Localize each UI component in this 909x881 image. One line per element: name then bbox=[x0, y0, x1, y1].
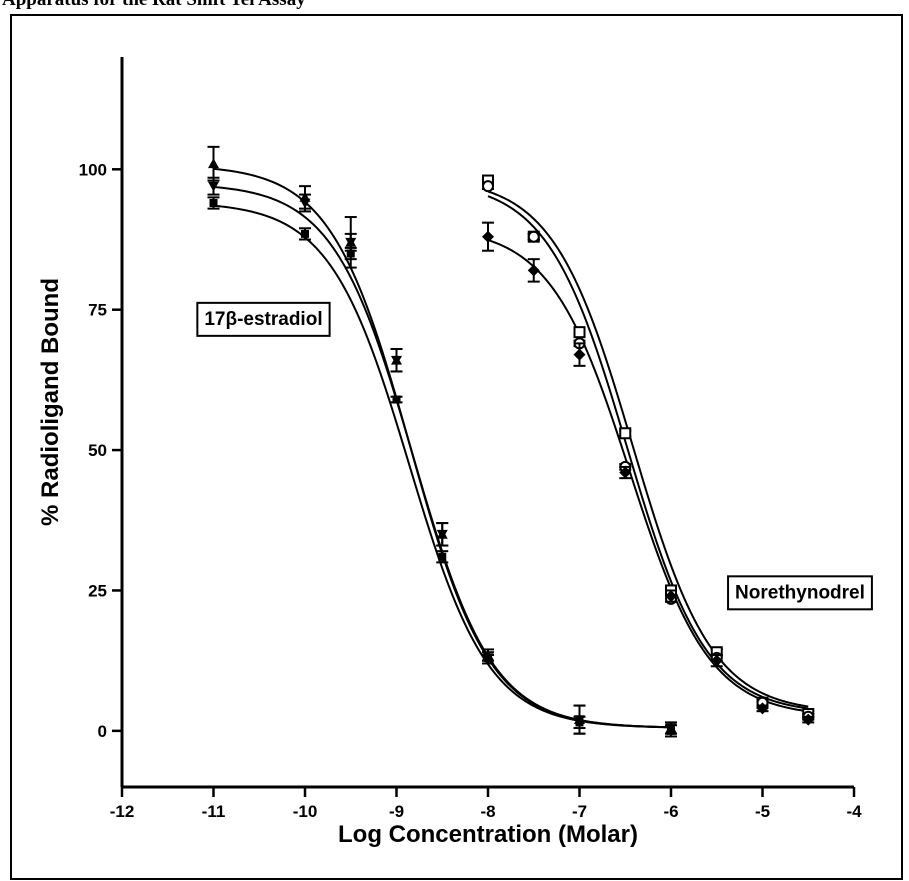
data-point bbox=[208, 158, 219, 169]
chart-labels: Log Concentration (Molar) % Radioligand B… bbox=[37, 278, 873, 848]
data-point bbox=[573, 348, 586, 361]
data-point bbox=[667, 726, 675, 735]
data-point bbox=[299, 198, 311, 209]
annotation-label-2: Norethynodrel bbox=[735, 582, 865, 603]
y-tick-label: 0 bbox=[98, 722, 107, 741]
page-title: Apparatus for the Rat Shift Tel Assay bbox=[2, 0, 306, 11]
fit-curve-3 bbox=[213, 204, 672, 729]
y-tick-label: 25 bbox=[88, 581, 107, 600]
data-point bbox=[619, 427, 632, 440]
annotation-box-2 bbox=[727, 575, 873, 611]
x-tick-label: -11 bbox=[202, 802, 226, 821]
fit-curve-2 bbox=[213, 185, 672, 729]
x-tick-label: -7 bbox=[572, 802, 587, 821]
x-tick-label: -10 bbox=[293, 802, 318, 821]
data-point bbox=[665, 590, 677, 603]
fit-curve-4 bbox=[487, 190, 809, 708]
data-point bbox=[527, 230, 540, 243]
fit-curve-5 bbox=[487, 195, 809, 710]
axes: -12 -11 -10 -9 -8 -7 -6 -5 -4 0 25 50 75 100 bbox=[79, 57, 862, 821]
x-tick-label: -6 bbox=[663, 802, 678, 821]
data-point bbox=[208, 181, 219, 192]
y-tick-label: 100 bbox=[79, 160, 107, 179]
data-point bbox=[573, 326, 586, 339]
fitted-curves bbox=[213, 167, 809, 729]
x-tick-label: -12 bbox=[110, 802, 135, 821]
data-point bbox=[391, 355, 402, 366]
annotation-label-1: 17β-estradiol bbox=[204, 309, 322, 330]
y-axis-title: % Radioligand Bound bbox=[37, 278, 64, 526]
data-point bbox=[301, 229, 309, 238]
data-point bbox=[392, 395, 401, 404]
data-point bbox=[710, 654, 723, 667]
x-tick-label: -8 bbox=[480, 802, 495, 821]
data-point bbox=[345, 237, 357, 248]
fit-curve-1 bbox=[213, 167, 672, 729]
chart-frame bbox=[10, 14, 903, 880]
annotation-box-1 bbox=[196, 301, 331, 337]
data-point bbox=[484, 653, 492, 662]
y-tick-label: 75 bbox=[88, 301, 107, 320]
data-point bbox=[438, 552, 447, 561]
x-tick-label: -5 bbox=[755, 802, 770, 821]
data-points bbox=[207, 145, 815, 738]
data-point bbox=[619, 466, 632, 479]
data-point bbox=[802, 713, 815, 726]
x-tick-label: -4 bbox=[846, 802, 862, 821]
data-point bbox=[527, 264, 540, 277]
x-tick-label: -9 bbox=[389, 802, 404, 821]
data-point bbox=[209, 199, 218, 207]
data-point bbox=[482, 180, 494, 193]
data-point bbox=[756, 702, 769, 715]
data-point bbox=[436, 529, 448, 540]
data-point bbox=[575, 718, 584, 727]
data-point bbox=[482, 230, 494, 243]
y-tick-label: 50 bbox=[88, 441, 107, 460]
fit-curve-6 bbox=[487, 239, 809, 713]
x-axis-title: Log Concentration (Molar) bbox=[338, 821, 638, 848]
data-point bbox=[346, 249, 355, 258]
